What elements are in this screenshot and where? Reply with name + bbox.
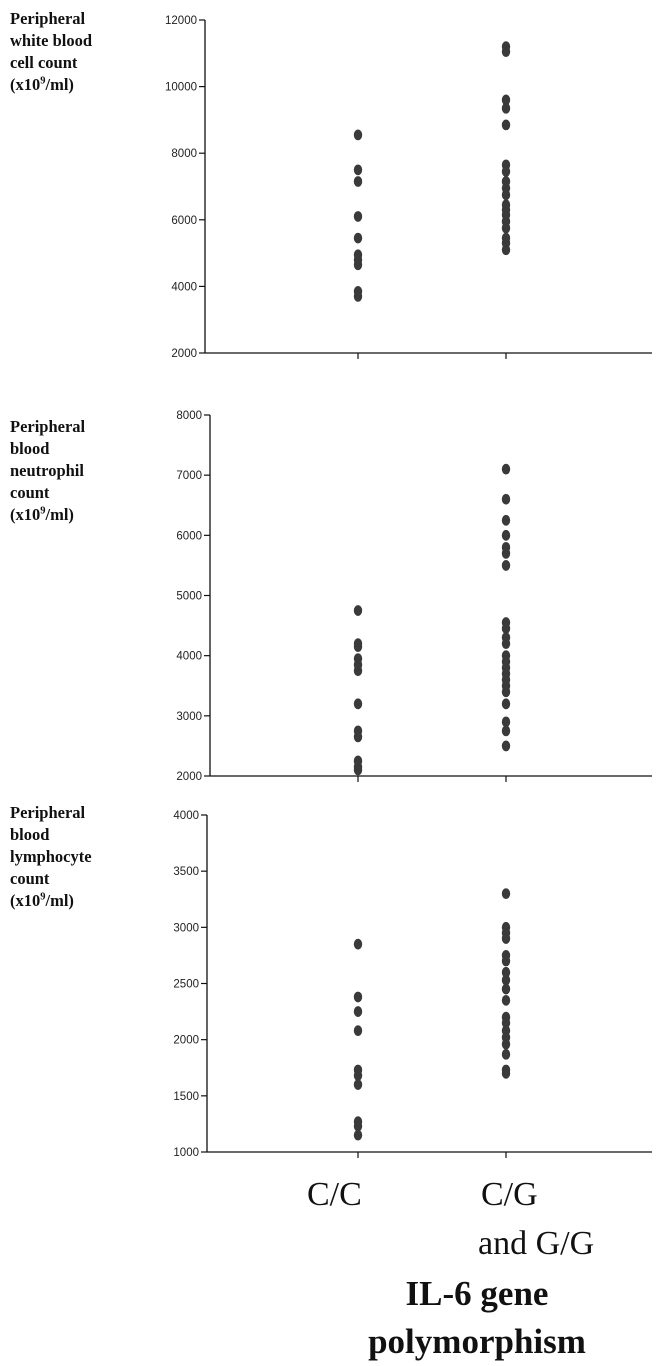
panel-1-series-1-point-0 [353, 129, 363, 141]
panel-2-ylabel-line-2: blood [10, 439, 50, 458]
panel-1-series-2-point-2 [501, 94, 511, 106]
panel-3-ytick-label-4: 3000 [173, 922, 199, 934]
panel-2-series-2-point-20 [501, 725, 511, 737]
panel-2-series-2-point-19 [501, 716, 511, 728]
panel-1-ylabel-unit: (x109/ml) [10, 75, 74, 94]
panel-3-series-2-point-15 [501, 1048, 511, 1060]
panel-3-series-1-point-2 [353, 1006, 363, 1017]
panel-1-series-2-point-14 [501, 222, 511, 234]
panel-1-ylabel-line-3: cell count [10, 53, 78, 72]
panel-1-ytick-label-3: 8000 [171, 148, 197, 160]
panel-2-series-1-point-11 [353, 764, 363, 776]
panel-1-series-2-point-3 [501, 102, 511, 114]
panel-3-series-1-point-3 [353, 1025, 363, 1037]
panel-2-series-2-point-17 [501, 686, 511, 698]
panel-2-ylabel-line-3: neutrophil [10, 461, 84, 480]
panel-3-ylabel-unit: (x109/ml) [10, 891, 74, 910]
panel-1-ytick-label-5: 12000 [165, 15, 197, 27]
panel-1-ylabel-line-1: Peripheral [10, 9, 86, 28]
panel-1-ylabel-line-2: white blood [10, 31, 93, 50]
panel-2-series-2-point-8 [501, 623, 511, 634]
panel-3-ytick-label-3: 2500 [173, 979, 199, 991]
panel-3-ylabel-line-4: count [10, 869, 50, 888]
panel-1-ylabel: Peripheral white blood cell count (x109/… [10, 8, 160, 96]
panel-3-ytick-label-2: 2000 [173, 1035, 199, 1047]
panel-3-ylabel-line-1: Peripheral [10, 803, 86, 822]
panel-2-ylabel-line-1: Peripheral [10, 417, 86, 436]
panel-2-ylabel-unit: (x109/ml) [10, 505, 74, 524]
panel-2-ytick-label-3: 5000 [176, 591, 202, 603]
panel-3-ytick-label-5: 3500 [173, 866, 199, 878]
panel-2-series-1-point-5 [353, 665, 363, 677]
panel-2-series-2-point-5 [501, 547, 511, 559]
panel-2-ytick-label-2: 4000 [176, 651, 202, 663]
panel-2-series-1-point-8 [353, 731, 363, 743]
panel-3-series-2-point-6 [501, 966, 511, 978]
panel-3-series-1-point-5 [353, 1070, 363, 1082]
panel-3-ytick-label-6: 4000 [173, 810, 199, 822]
panel-1-ytick-label-0: 2000 [171, 348, 197, 360]
panel-3-series-2-point-14 [501, 1038, 511, 1050]
panel-1-series-1-point-9 [353, 290, 363, 302]
panel-3-series-2-point-7 [501, 974, 511, 986]
panel-1-series-2-point-4 [501, 119, 511, 131]
panel-2-series-2-point-1 [501, 493, 511, 505]
panel-3-ytick-label-0: 1000 [173, 1147, 199, 1159]
panel-1-ytick-label-2: 6000 [171, 215, 197, 227]
panel-2-ytick-label-1: 3000 [176, 711, 202, 723]
panel-3-ylabel-line-2: blood [10, 825, 50, 844]
panel-2-series-2-point-10 [501, 638, 511, 650]
panel-3-series-1-point-0 [353, 938, 363, 950]
panel-1-series-2-point-9 [501, 189, 511, 201]
panel-1-series-1-point-4 [353, 232, 363, 244]
panel-2-series-1-point-0 [353, 605, 363, 616]
category-label-cc: C/C [307, 1176, 362, 1213]
panel-2-ylabel-line-4: count [10, 483, 50, 502]
panel-2-series-2-point-3 [501, 529, 511, 541]
panel-2-series-2-point-18 [501, 698, 511, 710]
panel-3-series-2-point-8 [501, 983, 511, 995]
panel-2-ytick-label-4: 6000 [176, 530, 202, 542]
panel-2-series-2-point-6 [501, 560, 511, 571]
panel-3-series-1-point-1 [353, 991, 363, 1003]
panel-3-series-2-point-11 [501, 1017, 511, 1029]
panel-3-ytick-label-1: 1500 [173, 1091, 199, 1103]
panel-3-series-2-point-5 [501, 955, 511, 967]
panel-1-series-1-point-3 [353, 211, 363, 222]
panel-3-series-2-point-3 [501, 933, 511, 944]
panel-1-series-2-point-6 [501, 166, 511, 177]
panel-3-ylabel: Peripheral blood lymphocyte count (x109/… [10, 802, 160, 912]
panel-1-series-1-point-2 [353, 176, 363, 187]
panel-1-ytick-label-4: 10000 [165, 82, 197, 94]
panel-2-series-1-point-2 [353, 641, 363, 653]
panel-2-ytick-label-5: 7000 [176, 470, 202, 482]
panel-3-series-1-point-8 [353, 1120, 363, 1132]
panel-3-series-1-point-9 [353, 1129, 363, 1141]
x-axis-title: IL-6 gene polymorphism [368, 1274, 586, 1361]
category-label-cg-line-1: C/G [481, 1176, 538, 1213]
panel-2-ytick-label-6: 8000 [176, 410, 202, 422]
panel-2-series-2-point-2 [501, 514, 511, 526]
panel-3-series-2-point-9 [501, 994, 511, 1006]
panel-2-ytick-label-0: 2000 [176, 771, 202, 783]
panel-1-series-2-point-17 [501, 244, 511, 256]
category-label-cg-line-2: and G/G [478, 1225, 595, 1262]
panel-2-series-2-point-0 [501, 463, 511, 475]
panel-2-series-1-point-6 [353, 698, 363, 710]
panel-3-ylabel-line-3: lymphocyte [10, 847, 92, 866]
panel-1-series-1-point-1 [353, 164, 363, 176]
panel-1-ytick-label-1: 4000 [171, 281, 197, 293]
panel-2-series-2-point-21 [501, 740, 511, 752]
panel-2-ylabel: Peripheral blood neutrophil count (x109/… [10, 416, 160, 526]
panel-1-series-1-point-7 [353, 259, 363, 271]
panel-1-series-2-point-1 [501, 46, 511, 58]
panel-3-series-2-point-17 [501, 1067, 511, 1079]
panel-3-series-1-point-6 [353, 1079, 363, 1090]
panel-3-series-2-point-0 [501, 888, 511, 900]
